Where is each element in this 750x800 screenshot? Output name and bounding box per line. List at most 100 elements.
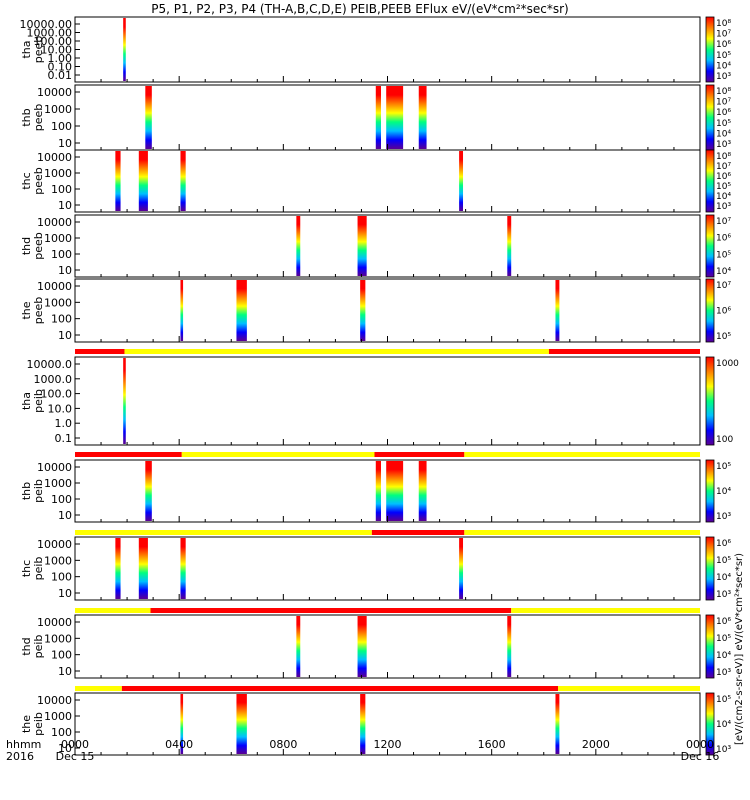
colorbar-tick-label: 10⁶ <box>716 539 731 549</box>
colorbar-tick-label: 10⁷ <box>716 162 731 172</box>
y-tick-label: 1000 <box>44 554 72 567</box>
burst <box>123 18 126 81</box>
x-tick-label: 2000 <box>582 738 610 751</box>
y-tick-label: 10 <box>58 665 72 678</box>
colorbar-tick-label: 10⁸ <box>716 152 731 162</box>
y-tick-label: 10000 <box>37 216 72 229</box>
colorbar <box>705 84 715 151</box>
x-tick-label: 0800 <box>269 738 297 751</box>
region-segment <box>75 349 125 354</box>
region-segment <box>464 530 700 535</box>
burst <box>145 86 152 149</box>
burst <box>360 280 366 341</box>
y-tick-label: 1.00 <box>48 52 73 65</box>
region-bar <box>75 686 700 691</box>
burst <box>138 151 148 211</box>
colorbar-tick-label: 10⁴ <box>716 720 731 730</box>
panel-the-peib: 10000 1000 100 10 the peib 10⁵ 10⁴ 10³ <box>20 692 731 756</box>
panel-thc-peib: 10000 1000 100 10 thc peib 10⁶ 10⁵ 10⁴ 10³ <box>20 536 731 601</box>
panel-label-species: peeb <box>32 297 45 325</box>
region-segment <box>75 686 122 691</box>
colorbar-tick-label: 10⁶ <box>716 617 731 627</box>
burst <box>123 358 126 444</box>
colorbar-tick-label: 10⁴ <box>716 129 731 139</box>
y-tick-label: 1000.00 <box>27 27 73 40</box>
x-tick-label: 1600 <box>478 738 506 751</box>
region-segment <box>511 608 700 613</box>
y-tick-label: 100 <box>51 649 72 662</box>
colorbar-tick-label: 10⁵ <box>716 119 731 129</box>
y-tick-label: 100 <box>51 493 72 506</box>
burst <box>375 461 381 521</box>
colorbar-tick-label: 10³ <box>716 590 731 600</box>
panel-label-probe: thc <box>20 172 33 189</box>
panel-thd-peib: 10000 1000 100 10 thd peib 10⁶ 10⁵ 10⁴ 10³ <box>20 614 731 679</box>
colorbar-tick-label: 10⁶ <box>716 234 731 244</box>
burst <box>296 216 301 276</box>
time-axis-label-hhmm: hhmm <box>6 738 41 751</box>
colorbar <box>705 614 715 679</box>
panel-label-probe: the <box>20 301 33 319</box>
burst <box>418 461 427 521</box>
region-segment <box>124 349 549 354</box>
region-segment <box>75 530 372 535</box>
colorbar <box>705 149 715 213</box>
colorbar <box>705 459 715 523</box>
burst <box>180 280 184 341</box>
colorbar-tick-label: 10⁵ <box>716 332 731 342</box>
burst <box>386 86 404 149</box>
colorbar-tick-label: 10⁵ <box>716 634 731 644</box>
colorbar-tick-label: 10⁴ <box>716 573 731 583</box>
burst <box>180 151 186 211</box>
y-tick-label: 10 <box>58 509 72 522</box>
panel-label-probe: thd <box>20 237 33 255</box>
burst <box>236 694 247 754</box>
y-tick-label: 100.0 <box>41 388 73 401</box>
colorbar-tick-label: 10⁶ <box>716 108 731 118</box>
colorbar-tick-label: 10⁶ <box>716 172 731 182</box>
colorbar-tick-label: 10⁵ <box>716 695 731 705</box>
panel-label-species: peeb <box>32 167 45 195</box>
region-segment <box>121 686 559 691</box>
panel-frame <box>74 536 701 601</box>
y-tick-label: 100 <box>51 183 72 196</box>
y-tick-label: 100 <box>51 726 72 739</box>
panel-frame <box>74 614 701 679</box>
region-bar <box>75 452 700 457</box>
burst <box>145 461 152 521</box>
colorbar-tick-label: 10³ <box>716 140 731 150</box>
colorbar-tick-label: 10⁴ <box>716 651 731 661</box>
burst <box>507 616 512 677</box>
colorbar-tick-label: 10⁵ <box>716 51 731 61</box>
x-tick-label: 0000 <box>686 738 714 751</box>
panel-frame <box>74 692 701 756</box>
burst <box>459 151 464 211</box>
y-tick-label: 1.0 <box>55 417 73 430</box>
y-tick-label: 10 <box>58 742 72 755</box>
burst <box>507 216 512 276</box>
panel-label-species: peib <box>32 635 45 659</box>
y-tick-label: 10000 <box>37 616 72 629</box>
panel-label-species: peeb <box>32 232 45 260</box>
panel-label-probe: tha <box>20 392 33 410</box>
colorbar-tick-label: 10⁷ <box>716 217 731 227</box>
y-tick-label: 10.00 <box>41 44 73 57</box>
y-tick-label: 1000 <box>44 710 72 723</box>
region-segment <box>75 608 151 613</box>
colorbar-tick-label: 10⁵ <box>716 182 731 192</box>
y-tick-label: 0.1 <box>55 432 73 445</box>
region-bar <box>75 349 700 354</box>
y-tick-label: 1000 <box>44 232 72 245</box>
colorbar-tick-label: 100 <box>716 435 733 445</box>
panel-label-probe: thc <box>20 560 33 577</box>
panel-label-species: peib <box>32 712 45 736</box>
region-segment <box>548 349 700 354</box>
burst <box>555 694 560 754</box>
region-segment <box>75 452 182 457</box>
panel-label-species: peib <box>32 389 45 413</box>
